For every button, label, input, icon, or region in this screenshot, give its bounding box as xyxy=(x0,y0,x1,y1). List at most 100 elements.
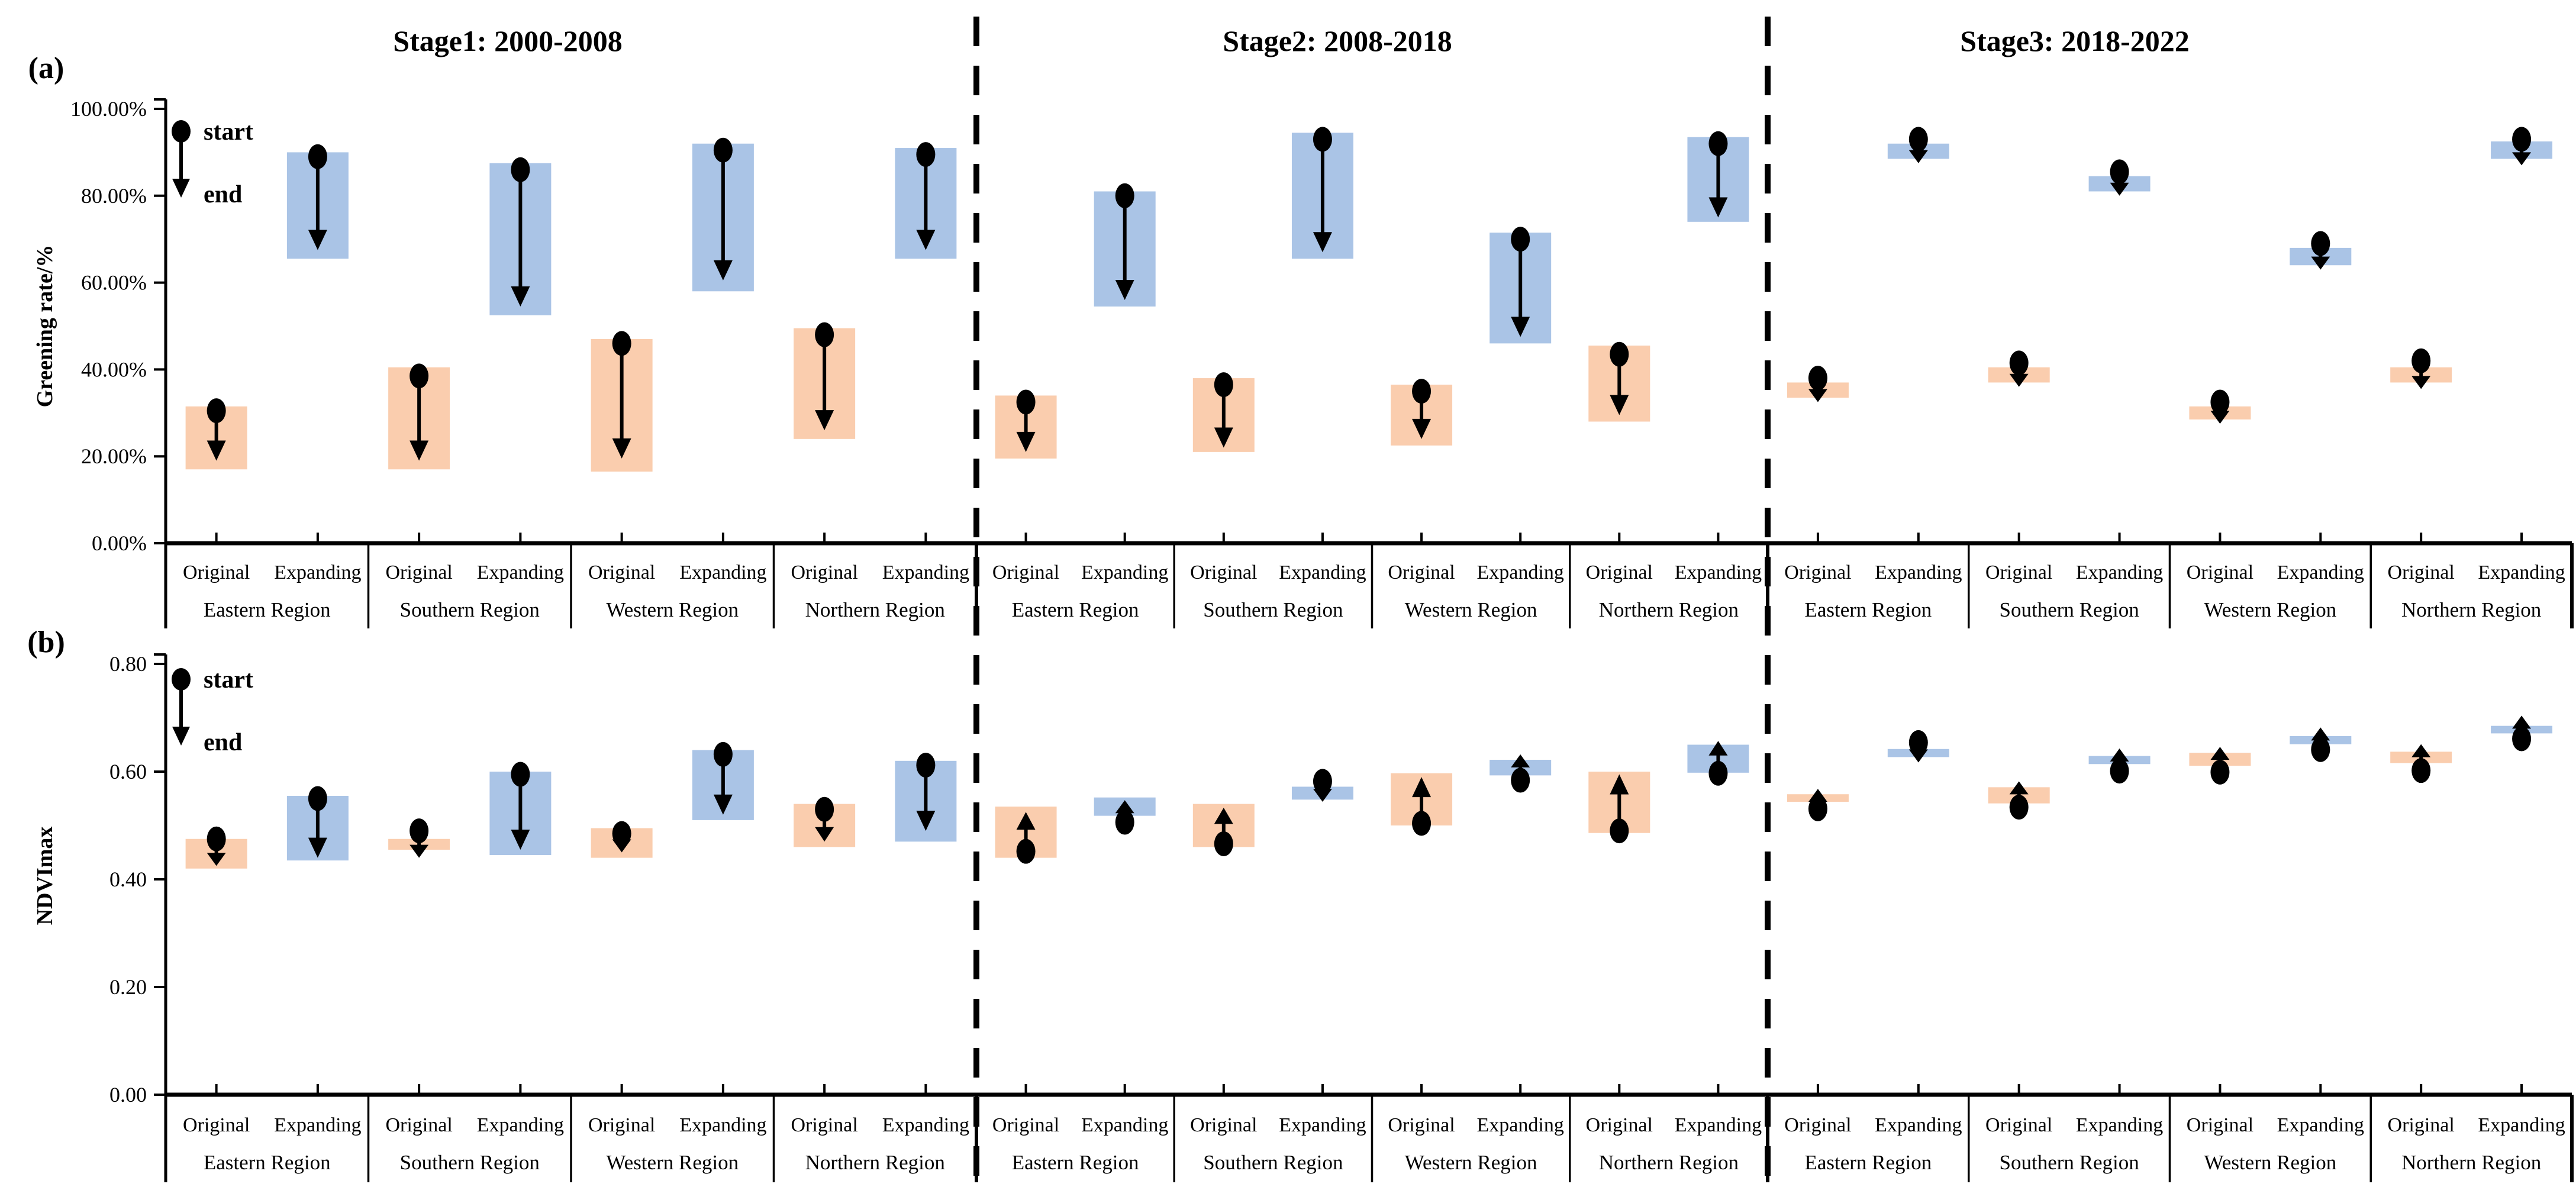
category-label: Original xyxy=(1388,562,1455,583)
region-group: Original Expanding Southern Region xyxy=(1190,127,1374,628)
start-dot xyxy=(713,137,733,163)
end-arrowhead xyxy=(2110,748,2129,762)
region-label: Southern Region xyxy=(2000,598,2139,621)
end-arrowhead xyxy=(1511,317,1530,337)
end-arrowhead xyxy=(2311,256,2330,270)
region-group: Original Expanding Eastern Region xyxy=(1784,730,1970,1182)
end-arrowhead xyxy=(1708,741,1728,756)
end-arrowhead xyxy=(1808,389,1827,402)
region-group: Original Expanding Western Region xyxy=(2187,231,2372,628)
category-label: Original xyxy=(588,1114,655,1136)
y-tick-label: 0.60 xyxy=(109,760,147,783)
category-label: Original xyxy=(1985,1114,2052,1136)
end-arrowhead xyxy=(1412,418,1432,439)
region-label: Western Region xyxy=(1405,1151,1537,1174)
stage-title: Stage1: 2000-2008 xyxy=(393,24,622,57)
category-label: Expanding xyxy=(2478,1114,2565,1136)
category-label: Expanding xyxy=(882,562,969,583)
y-tick-label: 40.00% xyxy=(81,357,147,381)
legend: start end xyxy=(172,666,253,756)
category-label: Expanding xyxy=(1279,1114,1366,1136)
end-arrowhead xyxy=(1412,777,1432,798)
legend-start-label: start xyxy=(204,118,253,146)
panel-a: (a) 0.00% 20.00% 40.00% 60.00% 80.00% 100.00% G… xyxy=(28,51,2574,628)
category-label: Expanding xyxy=(274,1114,361,1136)
end-arrowhead xyxy=(2009,781,2029,795)
region-group: Original Expanding Southern Region xyxy=(385,762,572,1182)
category-label: Expanding xyxy=(1081,1114,1168,1136)
end-arrowhead xyxy=(1908,749,1928,763)
end-arrowhead xyxy=(308,837,327,858)
stage-3: Original Expanding Eastern Region Original E… xyxy=(1784,715,2574,1182)
region-group: Original Expanding Southern Region xyxy=(1190,769,1374,1182)
end-arrowhead xyxy=(916,230,936,250)
region-group: Original Expanding Eastern Region xyxy=(992,183,1175,628)
category-label: Original xyxy=(2388,1114,2455,1136)
y-tick-label: 0.40 xyxy=(109,867,147,891)
region-label: Western Region xyxy=(606,1151,739,1174)
stage-title: Stage3: 2018-2022 xyxy=(1960,24,2189,57)
region-label: Western Region xyxy=(606,598,739,621)
region-group: Original Expanding Eastern Region xyxy=(183,786,370,1182)
category-label: Original xyxy=(588,562,655,583)
region-group: Original Expanding Eastern Region xyxy=(992,797,1175,1182)
end-arrowhead xyxy=(2512,152,2532,166)
region-group: Original Expanding Northern Region xyxy=(2388,127,2574,628)
category-label: Original xyxy=(2187,562,2253,583)
end-arrowhead xyxy=(2311,727,2330,741)
stage-2: Original Expanding Eastern Region Original E… xyxy=(992,741,1769,1182)
region-group: Original Expanding Western Region xyxy=(588,741,775,1182)
y-tick-label: 0.20 xyxy=(109,975,147,999)
region-label: Northern Region xyxy=(805,1151,945,1174)
category-label: Expanding xyxy=(1875,562,1962,583)
category-label: Expanding xyxy=(2277,1114,2364,1136)
legend-end-arrowhead xyxy=(172,727,190,746)
category-label: Original xyxy=(385,562,452,583)
region-label: Western Region xyxy=(1405,598,1537,621)
end-arrowhead xyxy=(1511,754,1530,767)
legend-end-label: end xyxy=(204,181,242,208)
category-label: Expanding xyxy=(1477,562,1564,583)
end-arrowhead xyxy=(2210,411,2230,424)
region-label: Northern Region xyxy=(805,598,945,621)
panel-letter: (b) xyxy=(27,625,65,659)
region-label: Western Region xyxy=(2204,598,2337,621)
end-arrowhead xyxy=(2411,376,2431,389)
region-label: Northern Region xyxy=(2401,598,2541,621)
y-axis-title: NDVImax xyxy=(33,827,57,925)
region-label: Southern Region xyxy=(1203,1151,1343,1174)
end-arrowhead xyxy=(2411,744,2431,757)
end-arrowhead xyxy=(713,794,733,815)
category-label: Original xyxy=(1586,1114,1653,1136)
category-label: Expanding xyxy=(679,1114,766,1136)
region-group: Original Expanding Eastern Region xyxy=(1784,127,1970,628)
region-label: Southern Region xyxy=(400,1151,540,1174)
region-group: Original Expanding Western Region xyxy=(1388,227,1571,628)
region-label: Eastern Region xyxy=(204,598,331,621)
region-label: Eastern Region xyxy=(1804,1151,1932,1174)
y-tick-label: 0.00 xyxy=(109,1083,147,1107)
y-tick-label: 100.00% xyxy=(70,97,147,121)
legend-start-label: start xyxy=(204,666,253,694)
category-label: Expanding xyxy=(1875,1114,1962,1136)
region-label: Northern Region xyxy=(1599,598,1739,621)
category-label: Expanding xyxy=(882,1114,969,1136)
category-label: Expanding xyxy=(1081,562,1168,583)
legend: start end xyxy=(172,118,253,208)
end-arrowhead xyxy=(207,440,226,461)
end-arrowhead xyxy=(2210,747,2230,760)
end-arrowhead xyxy=(1708,197,1728,218)
end-arrowhead xyxy=(1908,150,1928,163)
region-label: Southern Region xyxy=(2000,1151,2139,1174)
y-axis-title: Greening rate/% xyxy=(33,245,57,408)
legend-end-label: end xyxy=(204,729,242,756)
category-label: Expanding xyxy=(1477,1114,1564,1136)
region-group: Original Expanding Western Region xyxy=(1388,754,1571,1182)
category-label: Original xyxy=(183,562,250,583)
region-label: Eastern Region xyxy=(204,1151,331,1174)
end-arrowhead xyxy=(815,410,834,431)
end-arrowhead xyxy=(1016,431,1036,452)
end-arrowhead xyxy=(612,839,631,853)
region-group: Original Expanding Northern Region xyxy=(2388,715,2574,1182)
